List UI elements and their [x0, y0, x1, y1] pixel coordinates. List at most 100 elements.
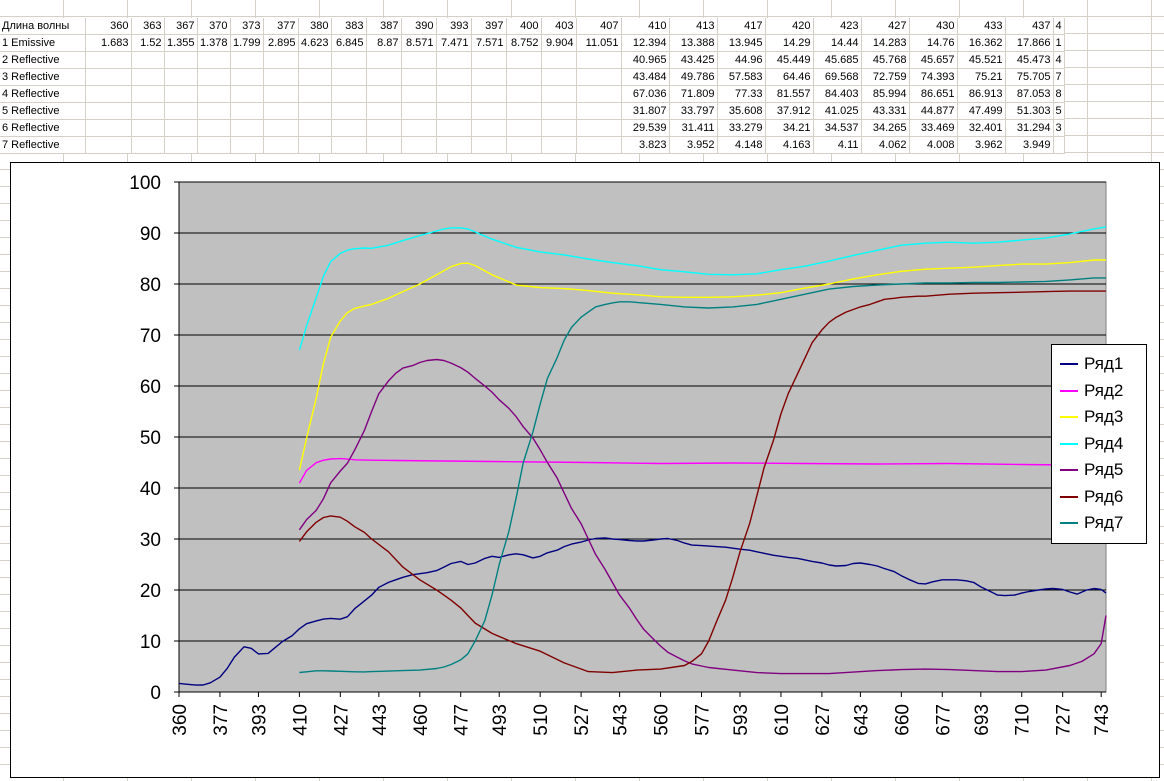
value-cell[interactable]	[85, 51, 132, 69]
value-cell[interactable]: 4.062	[861, 136, 910, 154]
value-cell[interactable]: 1.799	[230, 34, 264, 52]
value-cell[interactable]: 407	[576, 18, 622, 35]
legend-item[interactable]: Ряд6	[1060, 486, 1146, 508]
value-cell[interactable]: 49.786	[669, 68, 718, 86]
value-cell[interactable]: 44.877	[909, 102, 958, 120]
value-cell[interactable]: 8.752	[506, 34, 542, 52]
value-cell[interactable]	[298, 85, 332, 103]
legend-item[interactable]: Ряд4	[1060, 433, 1146, 455]
value-cell[interactable]: 413	[669, 18, 718, 35]
value-cell[interactable]: 417	[717, 18, 766, 35]
value-cell[interactable]	[366, 85, 402, 103]
value-cell[interactable]: 81.557	[765, 85, 814, 103]
value-cell[interactable]	[436, 136, 472, 154]
value-cell[interactable]: 84.403	[813, 85, 862, 103]
value-cell[interactable]: 433	[957, 18, 1006, 35]
series-line-4[interactable]	[298, 226, 1107, 351]
value-cell[interactable]: 31.807	[621, 102, 670, 120]
value-cell[interactable]: 45.473	[1005, 51, 1054, 69]
value-cell[interactable]: 64.46	[765, 68, 814, 86]
value-cell[interactable]	[164, 102, 198, 120]
value-cell[interactable]	[197, 51, 231, 69]
value-cell[interactable]	[401, 85, 437, 103]
series-line-5[interactable]	[298, 358, 1107, 675]
legend-item[interactable]: Ряд3	[1060, 406, 1146, 428]
value-cell[interactable]	[131, 102, 165, 120]
value-cell[interactable]	[164, 136, 198, 154]
value-cell[interactable]: 3.962	[957, 136, 1006, 154]
value-cell[interactable]	[506, 51, 542, 69]
value-cell[interactable]: 2.895	[263, 34, 299, 52]
value-cell[interactable]: 387	[366, 18, 402, 35]
value-cell[interactable]	[85, 136, 132, 154]
value-cell[interactable]	[331, 68, 367, 86]
value-cell[interactable]	[401, 136, 437, 154]
value-cell[interactable]: 377	[263, 18, 299, 35]
value-cell[interactable]	[436, 51, 472, 69]
value-cell[interactable]: 14.44	[813, 34, 862, 52]
value-cell[interactable]	[401, 102, 437, 120]
value-cell[interactable]: 57.583	[717, 68, 766, 86]
value-cell[interactable]	[401, 51, 437, 69]
series-line-3[interactable]	[298, 259, 1106, 471]
value-cell[interactable]	[164, 68, 198, 86]
value-cell[interactable]	[436, 102, 472, 120]
value-cell[interactable]: 13.945	[717, 34, 766, 52]
value-cell[interactable]	[541, 102, 577, 120]
value-cell[interactable]	[541, 51, 577, 69]
row-label-cell[interactable]: 2 Reflective	[0, 51, 86, 69]
value-cell[interactable]	[366, 68, 402, 86]
value-cell[interactable]	[230, 68, 264, 86]
value-cell[interactable]: 4.008	[909, 136, 958, 154]
value-cell[interactable]: 14.283	[861, 34, 910, 52]
value-cell[interactable]: 33.797	[669, 102, 718, 120]
value-cell[interactable]: 8	[1053, 85, 1065, 103]
value-cell[interactable]	[263, 85, 299, 103]
value-cell[interactable]	[331, 51, 367, 69]
value-cell[interactable]: 400	[506, 18, 542, 35]
value-cell[interactable]: 17.866	[1005, 34, 1054, 52]
value-cell[interactable]: 72.759	[861, 68, 910, 86]
value-cell[interactable]: 41.025	[813, 102, 862, 120]
value-cell[interactable]: 1.52	[131, 34, 165, 52]
value-cell[interactable]: 390	[401, 18, 437, 35]
value-cell[interactable]	[506, 102, 542, 120]
value-cell[interactable]: 373	[230, 18, 264, 35]
row-label-cell[interactable]: 4 Reflective	[0, 85, 86, 103]
value-cell[interactable]: 14.29	[765, 34, 814, 52]
value-cell[interactable]: 5	[1053, 102, 1065, 120]
value-cell[interactable]	[197, 136, 231, 154]
value-cell[interactable]	[1053, 136, 1065, 154]
value-cell[interactable]: 86.913	[957, 85, 1006, 103]
value-cell[interactable]: 8.87	[366, 34, 402, 52]
value-cell[interactable]	[331, 119, 367, 137]
value-cell[interactable]	[506, 136, 542, 154]
value-cell[interactable]: 32.401	[957, 119, 1006, 137]
value-cell[interactable]: 410	[621, 18, 670, 35]
value-cell[interactable]	[576, 119, 622, 137]
value-cell[interactable]	[436, 119, 472, 137]
value-cell[interactable]	[401, 119, 437, 137]
value-cell[interactable]	[230, 85, 264, 103]
series-line-7[interactable]	[299, 277, 1106, 674]
value-cell[interactable]: 75.21	[957, 68, 1006, 86]
value-cell[interactable]: 45.768	[861, 51, 910, 69]
value-cell[interactable]: 34.21	[765, 119, 814, 137]
value-cell[interactable]	[263, 68, 299, 86]
value-cell[interactable]: 427	[861, 18, 910, 35]
value-cell[interactable]	[331, 136, 367, 154]
value-cell[interactable]	[263, 136, 299, 154]
value-cell[interactable]: 87.053	[1005, 85, 1054, 103]
row-label-cell[interactable]: 6 Reflective	[0, 119, 86, 137]
value-cell[interactable]	[298, 102, 332, 120]
value-cell[interactable]: 4.623	[298, 34, 332, 52]
value-cell[interactable]: 11.051	[576, 34, 622, 52]
value-cell[interactable]: 40.965	[621, 51, 670, 69]
value-cell[interactable]: 1	[1053, 34, 1065, 52]
value-cell[interactable]: 35.608	[717, 102, 766, 120]
value-cell[interactable]: 363	[131, 18, 165, 35]
value-cell[interactable]: 45.449	[765, 51, 814, 69]
value-cell[interactable]: 85.994	[861, 85, 910, 103]
value-cell[interactable]: 86.651	[909, 85, 958, 103]
value-cell[interactable]	[506, 119, 542, 137]
